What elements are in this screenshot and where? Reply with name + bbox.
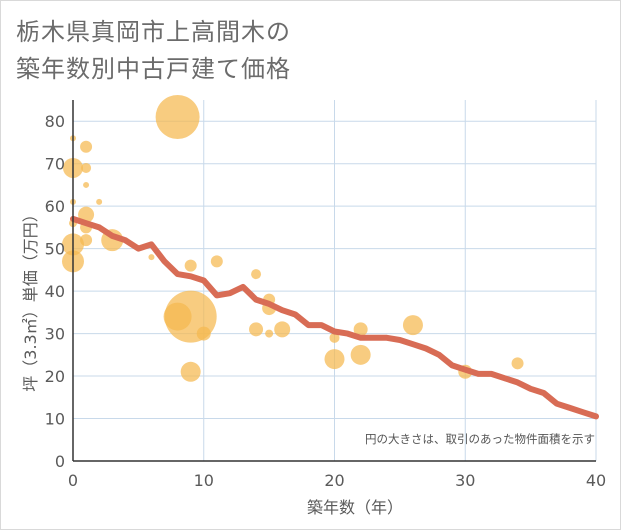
chart-title: 栃木県真岡市上高間木の 築年数別中古戸建て価格 xyxy=(16,14,291,88)
x-tick-label: 30 xyxy=(455,471,475,490)
y-tick-label: 60 xyxy=(45,197,65,216)
data-bubble xyxy=(196,326,211,341)
y-tick-label: 20 xyxy=(45,367,65,386)
x-tick-label: 0 xyxy=(68,471,78,490)
data-bubble xyxy=(265,329,274,338)
y-tick-label: 30 xyxy=(45,325,65,344)
x-tick-label: 20 xyxy=(324,471,344,490)
data-bubble xyxy=(80,140,93,153)
data-bubble xyxy=(353,322,368,337)
bubbles xyxy=(62,94,524,382)
data-bubble xyxy=(402,315,423,336)
data-bubble xyxy=(148,254,155,261)
grid-lines xyxy=(72,100,597,462)
data-bubble xyxy=(249,322,264,337)
data-bubble xyxy=(155,94,200,139)
x-axis-label: 築年数（年） xyxy=(307,498,403,517)
data-bubble xyxy=(96,198,103,205)
data-bubble xyxy=(81,162,92,173)
y-tick-label: 10 xyxy=(45,410,65,429)
data-bubble xyxy=(324,349,345,370)
data-bubble xyxy=(184,259,197,272)
title-line-1: 栃木県真岡市上高間木の xyxy=(16,18,291,46)
data-bubble xyxy=(329,332,340,343)
tick-labels: 0 10 20 30 40 0 10 20 30 40 50 60 70 80 xyxy=(45,112,607,490)
data-bubble xyxy=(78,206,95,223)
title-line-2: 築年数別中古戸建て価格 xyxy=(16,55,291,83)
size-note: 円の大きさは、取引のあった物件面積を示す xyxy=(365,432,595,446)
y-tick-label: 80 xyxy=(45,112,65,131)
y-tick-label: 50 xyxy=(45,240,65,259)
data-bubble xyxy=(83,181,90,188)
data-bubble xyxy=(80,234,93,247)
data-bubble xyxy=(251,269,262,280)
axes xyxy=(72,100,596,462)
data-bubble xyxy=(274,321,291,338)
data-bubble xyxy=(210,255,223,268)
data-bubble xyxy=(180,361,201,382)
x-tick-label: 40 xyxy=(586,471,606,490)
trend-line xyxy=(70,215,599,420)
x-tick-label: 10 xyxy=(194,471,214,490)
y-tick-label: 70 xyxy=(45,155,65,174)
y-tick-label: 0 xyxy=(55,452,65,471)
data-bubble xyxy=(350,344,371,365)
data-bubble xyxy=(511,357,524,370)
y-axis-label: 坪（3.3㎡）単価（万円） xyxy=(21,206,40,391)
y-tick-label: 40 xyxy=(45,282,65,301)
